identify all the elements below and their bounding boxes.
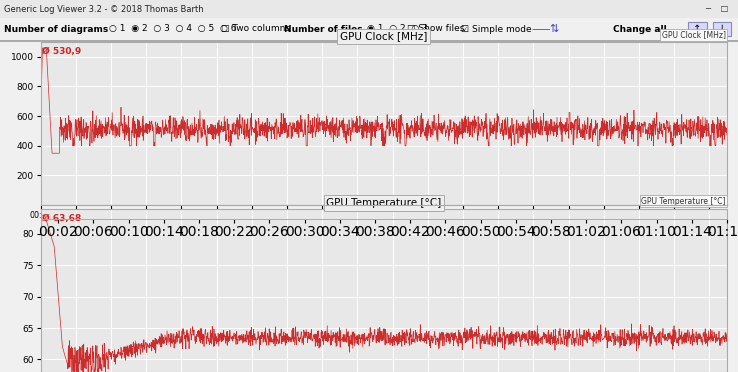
Text: □ Show files: □ Show files: [407, 25, 465, 33]
Title: GPU Clock [MHz]: GPU Clock [MHz]: [340, 31, 427, 41]
Text: ↓: ↓: [714, 24, 729, 34]
Text: Generic Log Viewer 3.2 - © 2018 Thomas Barth: Generic Log Viewer 3.2 - © 2018 Thomas B…: [4, 4, 203, 13]
Text: Number of diagrams: Number of diagrams: [4, 25, 108, 33]
Text: Ø 530,9: Ø 530,9: [42, 47, 81, 56]
Text: ↑: ↑: [690, 24, 705, 34]
Title: GPU Temperature [°C]: GPU Temperature [°C]: [326, 198, 441, 208]
Text: Number of files: Number of files: [284, 25, 363, 33]
Text: ——: ——: [531, 24, 551, 34]
Text: GPU Clock [MHz]: GPU Clock [MHz]: [661, 30, 725, 39]
Text: GPU Temperature [°C]: GPU Temperature [°C]: [641, 197, 725, 206]
Text: ◉ 1  ○ 2  ○ 3: ◉ 1 ○ 2 ○ 3: [367, 25, 427, 33]
Text: Ø 63,68: Ø 63,68: [42, 214, 81, 223]
Text: □ Two columns: □ Two columns: [221, 25, 290, 33]
Text: Change all: Change all: [613, 25, 666, 33]
Text: ⇅: ⇅: [550, 24, 559, 34]
Text: ○ 1  ◉ 2  ○ 3  ○ 4  ○ 5  ○ 6: ○ 1 ◉ 2 ○ 3 ○ 4 ○ 5 ○ 6: [109, 25, 237, 33]
Text: ─    □    ✕: ─ □ ✕: [705, 4, 738, 13]
Text: ☑ Simple mode: ☑ Simple mode: [461, 25, 532, 33]
